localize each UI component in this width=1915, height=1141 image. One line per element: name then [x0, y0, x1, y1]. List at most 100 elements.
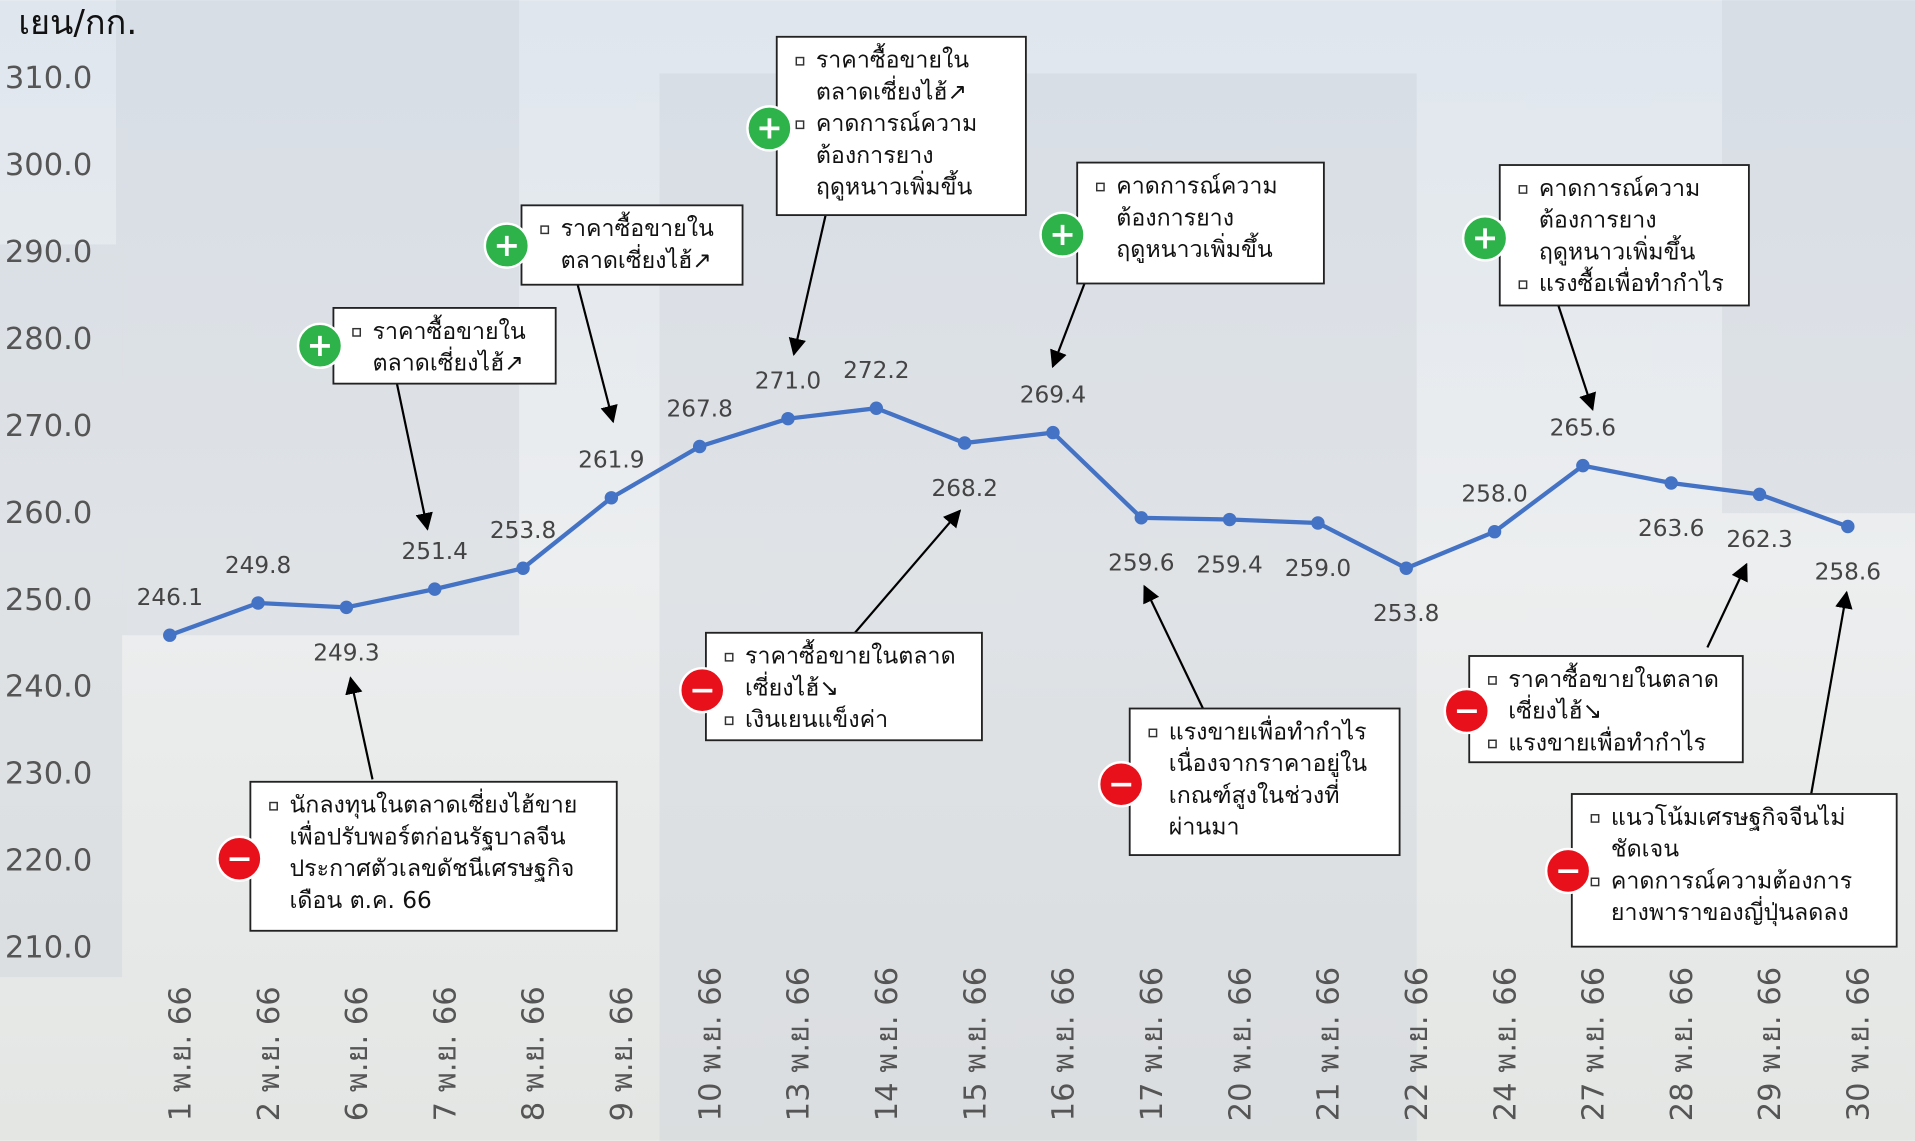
x-tick-label: 24 พ.ย. 66	[1488, 967, 1523, 1121]
annotation-text: ต้องการยาง	[1116, 204, 1234, 231]
data-label: 268.2	[931, 475, 997, 502]
x-tick-label: 8 พ.ย. 66	[517, 986, 552, 1121]
annotation-text: คาดการณ์ความ	[1116, 173, 1277, 200]
y-tick-label: 310.0	[5, 61, 92, 96]
annotation-text: แรงขายเพื่อทำกำไร	[1169, 715, 1367, 745]
data-point	[870, 402, 883, 415]
annotation-text: ตลาดเซี่ยงไฮ้↗	[816, 75, 967, 105]
x-tick-label: 6 พ.ย. 66	[340, 986, 375, 1121]
data-label: 253.8	[1373, 600, 1439, 627]
annotation-text: ฤดูหนาวเพิ่มขึ้น	[1539, 234, 1696, 265]
y-tick-label: 300.0	[5, 148, 92, 183]
annotation-text: เซี่ยงไฮ้↘	[745, 671, 839, 701]
data-label: 259.4	[1196, 551, 1262, 578]
x-tick-label: 20 พ.ย. 66	[1223, 967, 1258, 1121]
annotation-text: เกณฑ์สูงในช่วงที่	[1169, 779, 1340, 809]
data-point	[428, 582, 441, 595]
y-tick-label: 230.0	[5, 757, 92, 792]
x-tick-label: 1 พ.ย. 66	[163, 986, 198, 1121]
data-label: 261.9	[578, 447, 644, 474]
y-tick-label: 240.0	[5, 670, 92, 705]
data-point	[1753, 488, 1766, 501]
x-tick-label: 14 พ.ย. 66	[870, 967, 905, 1121]
data-label: 267.8	[666, 395, 732, 422]
annotation-text: ยางพาราของญี่ปุ่นลดลง	[1611, 896, 1849, 926]
data-point	[1664, 476, 1677, 489]
sign-text: +	[1472, 221, 1499, 257]
annotation-text: ผ่านมา	[1169, 814, 1240, 841]
data-label: 269.4	[1020, 381, 1086, 408]
x-tick-label: 27 พ.ย. 66	[1577, 967, 1612, 1121]
x-tick-label: 16 พ.ย. 66	[1047, 967, 1082, 1121]
data-point	[1841, 520, 1854, 533]
x-tick-label: 13 พ.ย. 66	[782, 967, 817, 1121]
y-tick-label: 260.0	[5, 496, 92, 531]
annotation-text: คาดการณ์ความต้องการ	[1611, 867, 1852, 894]
annotation-text: ตลาดเซี่ยงไฮ้↗	[561, 244, 712, 274]
annotation-text: ประกาศตัวเลขดัชนีเศรษฐกิจ	[289, 855, 574, 882]
sign-text: +	[307, 328, 334, 364]
annotation-text: ฤดูหนาวเพิ่มขึ้น	[816, 170, 973, 201]
annotation-text: ตลาดเซี่ยงไฮ้↗	[372, 347, 523, 377]
data-label: 271.0	[755, 368, 821, 395]
sign-text: −	[689, 672, 716, 708]
y-tick-label: 250.0	[5, 583, 92, 618]
data-point	[516, 562, 529, 575]
data-label: 263.6	[1638, 515, 1704, 542]
x-tick-label: 21 พ.ย. 66	[1312, 967, 1347, 1121]
annotation-text: ราคาซื้อขายใน	[816, 43, 969, 74]
data-point	[1400, 562, 1413, 575]
sign-text: −	[226, 841, 253, 877]
data-label: 246.1	[137, 584, 203, 611]
y-tick-label: 210.0	[5, 931, 92, 966]
data-point	[1488, 525, 1501, 538]
annotation-text: ชัดเจน	[1611, 836, 1679, 863]
annotation-text: ต้องการยาง	[816, 142, 934, 169]
annotation-text: คาดการณ์ความ	[816, 110, 977, 137]
data-label: 265.6	[1550, 414, 1616, 441]
annotation-text: เนื่องจากราคาอยู่ใน	[1169, 747, 1368, 777]
y-tick-label: 270.0	[5, 409, 92, 444]
annotation-text: ราคาซื้อขายใน	[372, 314, 525, 345]
x-tick-label: 9 พ.ย. 66	[605, 986, 640, 1121]
page: เยน/กก. 210.0220.0230.0240.0250.0260.027…	[0, 0, 1915, 1141]
data-label: 258.0	[1461, 481, 1527, 508]
annotation-text: ต้องการยาง	[1539, 207, 1657, 234]
x-tick-label: 29 พ.ย. 66	[1753, 967, 1788, 1121]
x-tick-label: 7 พ.ย. 66	[428, 986, 463, 1121]
annotation-text: ฤดูหนาวเพิ่มขึ้น	[1116, 232, 1273, 263]
annotation-text: เงินเยนแข็งค่า	[745, 704, 888, 733]
y-axis-label: เยน/กก.	[18, 3, 137, 43]
data-point	[781, 412, 794, 425]
data-point	[340, 601, 353, 614]
x-tick-label: 22 พ.ย. 66	[1400, 967, 1435, 1121]
annotation-text: ราคาซื้อขายใน	[561, 211, 714, 242]
data-point	[693, 440, 706, 453]
data-point	[1135, 511, 1148, 524]
x-tick-label: 28 พ.ย. 66	[1665, 967, 1700, 1121]
data-point	[1576, 459, 1589, 472]
data-label: 249.8	[225, 552, 291, 579]
sign-text: −	[1555, 853, 1582, 889]
sign-text: −	[1108, 766, 1135, 802]
data-point	[251, 596, 264, 609]
data-point	[1223, 513, 1236, 526]
sign-text: +	[1049, 217, 1076, 253]
x-tick-label: 2 พ.ย. 66	[252, 986, 287, 1121]
x-tick-label: 30 พ.ย. 66	[1842, 967, 1877, 1121]
annotation-text: แรงขายเพื่อทำกำไร	[1508, 726, 1706, 756]
annotation-text: เซี่ยงไฮ้↘	[1508, 695, 1602, 725]
data-label: 272.2	[843, 357, 909, 384]
data-label: 262.3	[1726, 526, 1792, 553]
y-tick-label: 280.0	[5, 322, 92, 357]
annotation-text: ราคาซื้อขายในตลาด	[1508, 662, 1719, 693]
data-point	[163, 628, 176, 641]
sign-text: +	[756, 111, 783, 147]
data-point	[1046, 426, 1059, 439]
annotation-text: นักลงทุนในตลาดเซี่ยงไฮ้ขาย	[289, 789, 577, 819]
data-label: 251.4	[402, 538, 468, 565]
data-label: 258.6	[1815, 558, 1881, 585]
data-point	[1311, 516, 1324, 529]
sign-text: +	[494, 228, 521, 264]
sign-text: −	[1453, 693, 1480, 729]
